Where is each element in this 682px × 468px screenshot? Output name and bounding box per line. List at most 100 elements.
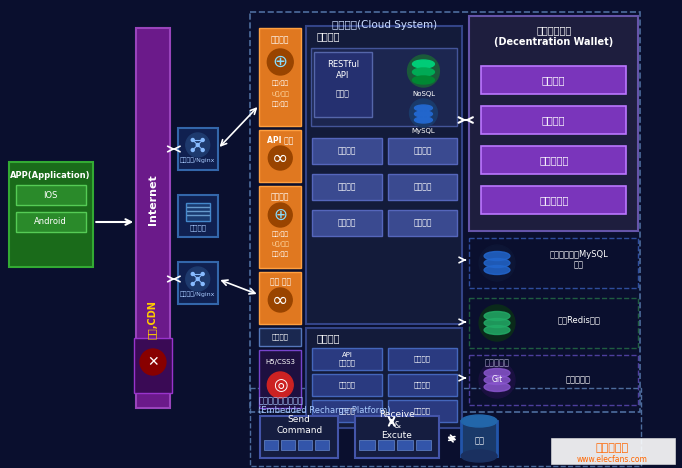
FancyBboxPatch shape bbox=[178, 128, 218, 170]
Text: 认证/限频: 认证/限频 bbox=[271, 251, 289, 257]
Text: ✕: ✕ bbox=[147, 355, 159, 369]
Text: ⊕: ⊕ bbox=[273, 53, 288, 71]
Text: NoSQL: NoSQL bbox=[412, 91, 435, 97]
Text: 防恶意篡改: 防恶意篡改 bbox=[539, 195, 568, 205]
Text: 关系型数据库MySQL
集群: 关系型数据库MySQL 集群 bbox=[549, 250, 608, 270]
Circle shape bbox=[196, 278, 199, 280]
Text: Internet: Internet bbox=[148, 175, 158, 226]
Text: 流程监控: 流程监控 bbox=[338, 382, 355, 388]
Text: 监控服务: 监控服务 bbox=[413, 183, 432, 191]
Text: 业务层: 业务层 bbox=[336, 89, 350, 98]
Bar bbox=[469, 298, 638, 348]
FancyBboxPatch shape bbox=[397, 440, 413, 450]
FancyBboxPatch shape bbox=[306, 328, 462, 428]
Circle shape bbox=[201, 272, 204, 276]
Text: ◎: ◎ bbox=[273, 376, 288, 394]
FancyBboxPatch shape bbox=[16, 185, 87, 205]
Ellipse shape bbox=[484, 251, 510, 261]
Text: 去中心化钱包
(Decentration Wallet): 去中心化钱包 (Decentration Wallet) bbox=[494, 25, 613, 47]
FancyBboxPatch shape bbox=[378, 440, 394, 450]
FancyBboxPatch shape bbox=[312, 210, 382, 236]
Circle shape bbox=[267, 372, 293, 398]
FancyBboxPatch shape bbox=[387, 374, 457, 396]
Ellipse shape bbox=[461, 450, 497, 462]
Text: IOS: IOS bbox=[44, 190, 58, 199]
Circle shape bbox=[268, 288, 292, 312]
FancyBboxPatch shape bbox=[178, 195, 218, 237]
FancyBboxPatch shape bbox=[186, 203, 209, 221]
FancyBboxPatch shape bbox=[265, 440, 278, 450]
Text: 负载均衡/Nginx: 负载均衡/Nginx bbox=[180, 291, 216, 297]
Ellipse shape bbox=[413, 68, 434, 76]
Text: 缓存Redis集群: 缓存Redis集群 bbox=[557, 315, 600, 324]
Text: API
服务调用: API 服务调用 bbox=[338, 352, 355, 366]
FancyBboxPatch shape bbox=[9, 162, 93, 267]
Ellipse shape bbox=[413, 60, 434, 68]
Ellipse shape bbox=[484, 326, 510, 335]
Text: 查询服务: 查询服务 bbox=[338, 219, 356, 227]
Text: 设备: 设备 bbox=[474, 437, 484, 446]
FancyBboxPatch shape bbox=[481, 66, 626, 94]
Text: 代码版本库: 代码版本库 bbox=[566, 375, 591, 385]
Ellipse shape bbox=[415, 111, 432, 117]
Text: Send
Command: Send Command bbox=[276, 415, 323, 435]
Text: 静态资源: 静态资源 bbox=[189, 225, 206, 231]
Bar bbox=[250, 12, 640, 412]
Text: 认证/限频: 认证/限频 bbox=[271, 80, 289, 86]
Text: ∞: ∞ bbox=[272, 148, 288, 168]
Text: 电子发烧友: 电子发烧友 bbox=[596, 443, 629, 453]
Text: 数据监控: 数据监控 bbox=[414, 356, 431, 362]
FancyBboxPatch shape bbox=[312, 374, 382, 396]
Text: 嵌入式充电设备平台
(Embedded Recharge Platform): 嵌入式充电设备平台 (Embedded Recharge Platform) bbox=[258, 396, 391, 416]
FancyBboxPatch shape bbox=[551, 438, 675, 464]
Bar bbox=[469, 355, 638, 405]
Circle shape bbox=[196, 144, 199, 146]
Circle shape bbox=[191, 283, 194, 285]
FancyBboxPatch shape bbox=[134, 338, 172, 393]
Circle shape bbox=[267, 49, 293, 75]
Text: 服务发现: 服务发现 bbox=[414, 408, 431, 414]
FancyBboxPatch shape bbox=[481, 146, 626, 174]
Bar bbox=[250, 388, 641, 466]
Text: www.elecfans.com: www.elecfans.com bbox=[577, 454, 648, 463]
Text: U层/限频: U层/限频 bbox=[271, 91, 289, 97]
Text: 前端服务: 前端服务 bbox=[271, 334, 288, 340]
FancyBboxPatch shape bbox=[481, 106, 626, 134]
Text: 基础设施: 基础设施 bbox=[316, 333, 340, 343]
Text: RESTful
API: RESTful API bbox=[327, 60, 359, 80]
Circle shape bbox=[201, 148, 204, 152]
FancyBboxPatch shape bbox=[461, 421, 497, 456]
FancyBboxPatch shape bbox=[387, 174, 457, 200]
FancyBboxPatch shape bbox=[259, 130, 301, 182]
FancyBboxPatch shape bbox=[178, 262, 218, 304]
FancyBboxPatch shape bbox=[311, 48, 457, 126]
Circle shape bbox=[479, 305, 515, 341]
Text: 负载均衡/Nginx: 负载均衡/Nginx bbox=[180, 157, 216, 163]
FancyBboxPatch shape bbox=[314, 52, 372, 117]
Text: 业务服务: 业务服务 bbox=[316, 31, 340, 41]
Text: Git: Git bbox=[492, 375, 503, 385]
Text: 接入服务: 接入服务 bbox=[271, 192, 290, 202]
Ellipse shape bbox=[484, 258, 510, 268]
Text: Receive
&
Excute: Receive & Excute bbox=[379, 410, 415, 440]
FancyBboxPatch shape bbox=[481, 186, 626, 214]
Ellipse shape bbox=[413, 76, 434, 84]
Text: ⊕: ⊕ bbox=[273, 206, 287, 224]
FancyBboxPatch shape bbox=[261, 416, 338, 458]
FancyBboxPatch shape bbox=[16, 212, 87, 232]
FancyBboxPatch shape bbox=[259, 272, 301, 324]
Circle shape bbox=[140, 349, 166, 375]
Text: 云端系统(Cloud System): 云端系统(Cloud System) bbox=[332, 20, 437, 30]
Text: ∞: ∞ bbox=[272, 291, 288, 309]
Text: 社群服务: 社群服务 bbox=[338, 146, 356, 155]
Circle shape bbox=[201, 139, 204, 141]
Circle shape bbox=[408, 55, 439, 87]
Ellipse shape bbox=[461, 415, 497, 427]
Circle shape bbox=[191, 272, 194, 276]
Text: H5/CSS3: H5/CSS3 bbox=[265, 359, 295, 365]
Text: 去中心化: 去中心化 bbox=[542, 75, 565, 85]
FancyBboxPatch shape bbox=[136, 28, 170, 408]
FancyBboxPatch shape bbox=[315, 440, 329, 450]
Text: 运营 网关: 运营 网关 bbox=[269, 278, 291, 286]
Circle shape bbox=[201, 283, 204, 285]
